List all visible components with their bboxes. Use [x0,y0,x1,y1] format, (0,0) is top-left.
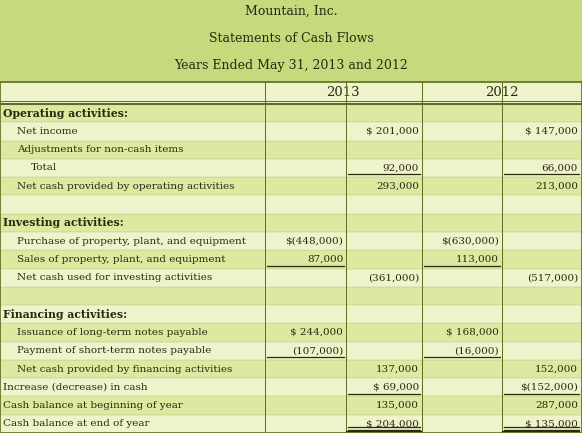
Bar [0,82,582,104]
Text: 287,000: 287,000 [535,401,578,410]
Text: 87,000: 87,000 [307,255,343,264]
Bar [0,159,582,177]
Text: 137,000: 137,000 [376,365,419,374]
Text: Issuance of long-term notes payable: Issuance of long-term notes payable [17,328,208,337]
Text: Net income: Net income [17,127,77,136]
Text: Operating activities:: Operating activities: [3,108,128,119]
Text: $ 69,000: $ 69,000 [372,383,419,392]
Bar [0,122,582,141]
Bar [0,104,582,122]
Text: Payment of short-term notes payable: Payment of short-term notes payable [17,346,211,355]
Text: Financing activities:: Financing activities: [3,309,127,320]
Text: (107,000): (107,000) [292,346,343,355]
Bar [0,177,582,195]
Text: 66,000: 66,000 [542,164,578,172]
Text: 152,000: 152,000 [535,365,578,374]
Bar [0,250,582,268]
Text: 2013: 2013 [327,87,360,100]
Text: $ 135,000: $ 135,000 [525,420,578,428]
Text: (16,000): (16,000) [454,346,499,355]
Bar [0,342,582,360]
Text: $ 244,000: $ 244,000 [290,328,343,337]
Text: 113,000: 113,000 [456,255,499,264]
Text: Total: Total [31,164,57,172]
Text: 135,000: 135,000 [376,401,419,410]
Text: $(630,000): $(630,000) [441,236,499,246]
Bar [0,360,582,378]
Text: Mountain, Inc.: Mountain, Inc. [244,4,338,17]
Text: (517,000): (517,000) [527,273,578,282]
Bar [0,141,582,159]
Bar [0,287,582,305]
Text: Net cash provided by financing activities: Net cash provided by financing activitie… [17,365,232,374]
Text: 213,000: 213,000 [535,182,578,191]
Text: Cash balance at end of year: Cash balance at end of year [3,420,150,428]
Bar [0,268,582,287]
Text: Cash balance at beginning of year: Cash balance at beginning of year [3,401,183,410]
Text: $ 168,000: $ 168,000 [446,328,499,337]
Text: Years Ended May 31, 2013 and 2012: Years Ended May 31, 2013 and 2012 [174,59,408,72]
Bar [0,232,582,250]
Text: 293,000: 293,000 [376,182,419,191]
Text: Adjustments for non-cash items: Adjustments for non-cash items [17,145,183,154]
Text: $ 204,000: $ 204,000 [366,420,419,428]
Text: Net cash provided by operating activities: Net cash provided by operating activitie… [17,182,235,191]
Bar [0,213,582,232]
Text: (361,000): (361,000) [368,273,419,282]
Text: Net cash used for investing activities: Net cash used for investing activities [17,273,212,282]
Bar [0,305,582,323]
Bar [0,323,582,342]
Text: Investing activities:: Investing activities: [3,217,124,228]
Bar [0,415,582,433]
Text: Purchase of property, plant, and equipment: Purchase of property, plant, and equipme… [17,236,246,246]
Text: Increase (decrease) in cash: Increase (decrease) in cash [3,383,148,392]
Text: $ 147,000: $ 147,000 [525,127,578,136]
Text: Statements of Cash Flows: Statements of Cash Flows [208,32,374,45]
Bar [0,378,582,397]
Bar [0,0,582,82]
Text: 2012: 2012 [485,87,519,100]
Text: Sales of property, plant, and equipment: Sales of property, plant, and equipment [17,255,225,264]
Text: $ 201,000: $ 201,000 [366,127,419,136]
Text: $(152,000): $(152,000) [520,383,578,392]
Bar [0,195,582,213]
Text: $(448,000): $(448,000) [285,236,343,246]
Bar [0,397,582,415]
Text: 92,000: 92,000 [382,164,419,172]
